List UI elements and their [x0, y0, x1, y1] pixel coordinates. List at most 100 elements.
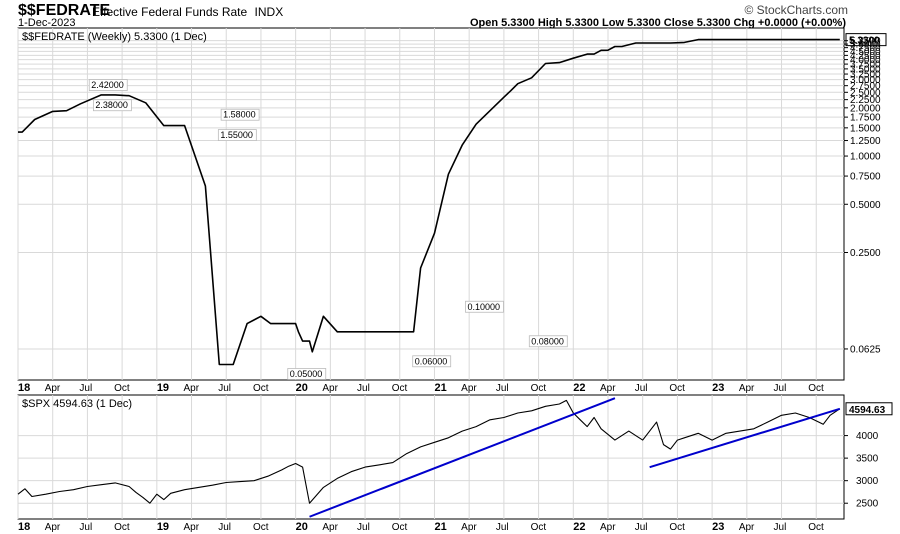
fedrate-y-tick-label: 0.2500: [850, 248, 881, 259]
upper-x-tick-label: Apr: [322, 383, 338, 394]
spx-y-tick-label: 4000: [856, 431, 879, 442]
lower-x-tick-label: Apr: [461, 522, 477, 533]
lower-x-tick-label: Jul: [357, 522, 370, 533]
spx-series-line: [17, 399, 841, 504]
fedrate-y-tick-label: 3.2500: [850, 70, 881, 81]
upper-x-tick-label: 18: [18, 382, 30, 394]
lower-x-tick-label: 19: [157, 521, 169, 533]
fedrate-y-tick-label: 4.2500: [850, 51, 881, 62]
lower-x-tick-label: 20: [296, 521, 308, 533]
annotation-box: [465, 300, 504, 313]
fedrate-y-tick-label: 4.5000: [850, 47, 881, 58]
fedrate-annotation: 1.55000: [217, 129, 257, 141]
fedrate-annotation: 0.06000: [412, 355, 452, 368]
upper-x-axis: 18 Apr Jul Oct 19 Apr Jul Oct 20 Apr Jul Oct 21 Apr Ju…: [18, 382, 824, 394]
upper-x-tick-label: Jul: [357, 383, 370, 394]
fedrate-y-tick-label: 3.0000: [850, 75, 881, 86]
upper-x-tick-label: 22: [573, 382, 585, 394]
lower-x-tick-label: Oct: [392, 522, 408, 533]
annotation-label: 0.06000: [415, 356, 448, 366]
spx-trend-line: [309, 397, 616, 518]
lower-x-tick-label: Jul: [774, 522, 787, 533]
upper-x-tick-label: Apr: [739, 383, 755, 394]
fedrate-y-tick-label: 1.5000: [850, 123, 881, 134]
upper-x-tick-label: Jul: [635, 383, 648, 394]
lower-x-tick-label: Apr: [45, 522, 61, 533]
fedrate-y-tick-label: 1.0000: [850, 152, 881, 163]
annotation-box: [88, 79, 128, 91]
fedrate-y-tick-label: 4.0000: [850, 55, 881, 66]
fedrate-annotation: 0.05000: [287, 368, 327, 380]
lower-x-tick-label: Jul: [218, 522, 231, 533]
spx-last-value-label: 4594.63: [849, 405, 886, 416]
annotation-label: 2.42000: [91, 80, 124, 90]
fedrate-last-value-label: 5.3300: [849, 36, 880, 47]
spx-y-tick-label: 3500: [856, 454, 879, 465]
annotation-label: 0.10000: [467, 302, 500, 312]
upper-x-tick-label: 20: [296, 382, 308, 394]
lower-x-axis: 18 Apr Jul Oct 19 Apr Jul Oct 20 Apr Jul Oct 21 Apr Ju…: [18, 521, 824, 533]
stockcharts-logo: © StockCharts.com: [744, 3, 848, 17]
fedrate-y-axis: 0.0625 0.2500 0.5000 0.7500 1.0000 1.2500 1.50…: [844, 36, 881, 355]
fedrate-y-tick-label: 2.2500: [850, 95, 881, 106]
annotation-label: 2.38000: [95, 100, 128, 110]
ohlc-readout: Open 5.3300 High 5.3300 Low 5.3300 Close…: [469, 17, 846, 29]
fedrate-y-tick-label: 4.7500: [850, 43, 881, 54]
instrument-exchange-text: INDX: [254, 5, 284, 19]
lower-x-tick-label: Oct: [808, 522, 824, 533]
upper-x-tick-label: Oct: [392, 383, 408, 394]
fedrate-y-tick-label: 1.7500: [850, 113, 881, 124]
fedrate-series-line: [18, 38, 840, 366]
upper-x-tick-label: Apr: [461, 383, 477, 394]
instrument-name-text: Effective Federal Funds Rate: [92, 5, 248, 19]
annotation-label: 1.58000: [223, 110, 256, 120]
fedrate-y-tick-label: 5.0000: [850, 40, 881, 51]
upper-x-tick-label: Oct: [253, 383, 269, 394]
spx-plot: 4594.63: [17, 397, 893, 518]
fedrate-y-tick-label: 2.0000: [850, 103, 881, 114]
annotation-label: 1.55000: [220, 130, 253, 140]
spx-legend: $SPX 4594.63 (1 Dec): [22, 398, 132, 410]
fedrate-y-tick-label: 0.5000: [850, 200, 881, 211]
upper-x-tick-label: Oct: [114, 383, 130, 394]
fedrate-annotation: 2.38000: [93, 99, 132, 112]
lower-panel-frame: [17, 394, 845, 520]
fedrate-annotation: 0.10000: [465, 300, 504, 313]
lower-x-tick-label: Jul: [496, 522, 509, 533]
lower-x-tick-label: 18: [18, 521, 30, 533]
spx-y-tick-label: 2500: [856, 499, 879, 510]
fedrate-y-tick-label: 0.0625: [850, 344, 881, 355]
spx-y-axis: 2500 3000 3500 4000: [844, 431, 879, 510]
upper-x-tick-label: Apr: [45, 383, 61, 394]
upper-x-tick-label: Oct: [669, 383, 685, 394]
annotation-box: [220, 108, 260, 121]
lower-x-tick-label: 22: [573, 521, 585, 533]
lower-x-tick-label: Oct: [531, 522, 547, 533]
lower-x-tick-label: Oct: [253, 522, 269, 533]
chart-instrument-name: Effective Federal Funds Rate INDX: [92, 5, 283, 19]
annotation-box: [217, 129, 257, 141]
fedrate-legend: $$FEDRATE (Weekly) 5.3300 (1 Dec): [22, 31, 207, 43]
upper-x-tick-label: Jul: [496, 383, 509, 394]
upper-x-tick-label: 23: [712, 382, 724, 394]
spx-last-value-box: [845, 402, 893, 416]
fedrate-plot: 2.42000 2.38000 1.58000 1.55000 0.05000 0.060…: [18, 33, 887, 380]
fedrate-y-tick-label: 2.7500: [850, 81, 881, 92]
fedrate-last-value-box: [845, 33, 887, 47]
lower-x-tick-label: Apr: [184, 522, 200, 533]
chart-date: 1-Dec-2023: [18, 17, 76, 29]
fedrate-y-tick-label: 1.2500: [850, 136, 881, 147]
lower-x-tick-label: Jul: [635, 522, 648, 533]
upper-x-tick-label: Jul: [774, 383, 787, 394]
lower-x-tick-label: Jul: [79, 522, 92, 533]
lower-x-tick-label: Apr: [322, 522, 338, 533]
spx-y-tick-label: 3000: [856, 476, 879, 487]
upper-x-tick-label: Jul: [79, 383, 92, 394]
fedrate-y-tick-label: 0.7500: [850, 172, 881, 183]
lower-x-tick-label: Oct: [114, 522, 130, 533]
upper-x-tick-label: Oct: [531, 383, 547, 394]
lower-x-tick-label: 21: [434, 521, 446, 533]
lower-x-tick-label: Apr: [739, 522, 755, 533]
annotation-box: [93, 99, 132, 112]
